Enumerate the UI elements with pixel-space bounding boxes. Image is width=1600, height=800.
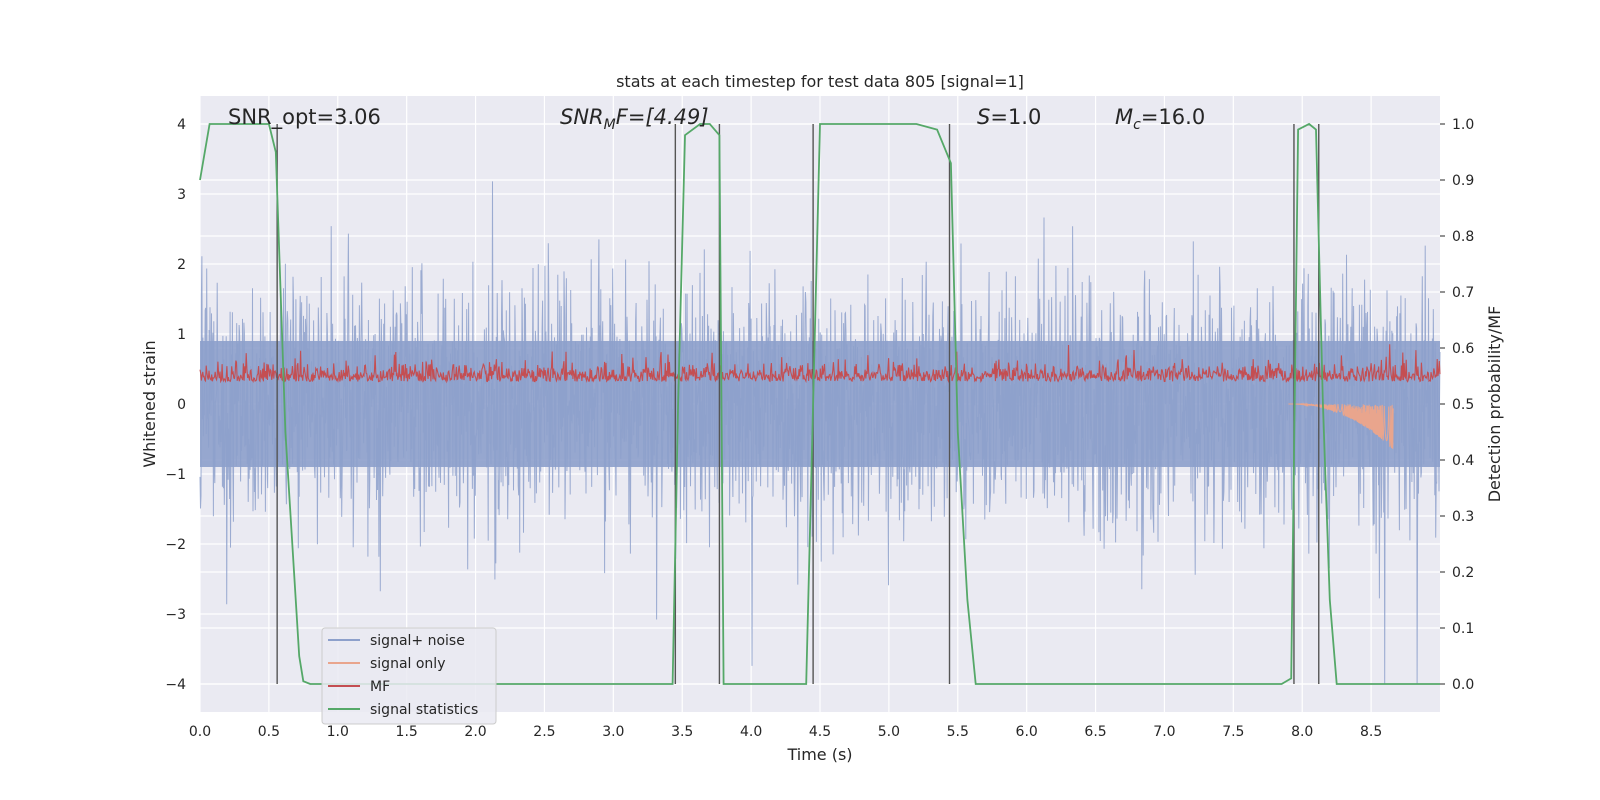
x-tick-label: 7.5 (1222, 724, 1244, 740)
y-tick-label-right: 0.5 (1452, 397, 1474, 413)
signal-only-series (1288, 402, 1394, 449)
y-tick-label-right: 0.4 (1452, 453, 1474, 469)
y-ticks-left: 4 3 2 1 0 −1 −2 −3 −4 (165, 117, 186, 693)
y-tick-label-right: 0.1 (1452, 621, 1474, 637)
x-tick-label: 5.0 (878, 724, 900, 740)
legend-label-signal: signal only (370, 656, 445, 672)
x-tick-label: 1.0 (327, 724, 349, 740)
x-axis-label: Time (s) (786, 745, 852, 764)
x-tick-label: 0.0 (189, 724, 211, 740)
x-tick-label: 6.0 (1016, 724, 1038, 740)
x-tick-label: 6.5 (1084, 724, 1106, 740)
x-tick-label: 2.0 (464, 724, 486, 740)
y-tick-label-right: 0.6 (1452, 341, 1474, 357)
y-tick-label-right: 0.7 (1452, 285, 1474, 301)
mc-annotation: Mc=16.0 (1115, 105, 1205, 133)
y-tick-label: −3 (165, 607, 186, 623)
snr-mf-annotation: SNRMF=[4.49] (560, 105, 709, 133)
y-tick-label: −2 (165, 537, 186, 553)
y-tick-label: 1 (177, 327, 186, 343)
y-ticks-right: 1.0 0.9 0.8 0.7 0.6 0.5 0.4 0.3 0.2 0.1 0.0 (1440, 117, 1474, 693)
noise-band (200, 341, 1440, 467)
y-tick-label: 0 (177, 397, 186, 413)
y-tick-label-right: 1.0 (1452, 117, 1474, 133)
legend-label-mf: MF (370, 679, 390, 695)
y-tick-label: 3 (177, 187, 186, 203)
x-tick-label: 7.0 (1153, 724, 1175, 740)
y-tick-label-right: 0.2 (1452, 565, 1474, 581)
y-tick-label-right: 0.9 (1452, 173, 1474, 189)
signal-only-line (1288, 402, 1394, 449)
mf-line (199, 344, 1441, 384)
x-tick-label: 5.5 (947, 724, 969, 740)
x-tick-label: 3.0 (602, 724, 624, 740)
x-tick-label: 4.5 (809, 724, 831, 740)
y-axis-label: Whitened strain (140, 340, 159, 467)
x-tick-label: 2.5 (533, 724, 555, 740)
s-annotation: S=1.0 (977, 105, 1041, 129)
y-tick-label-right: 0.0 (1452, 677, 1474, 693)
signal-statistics-line (199, 122, 1440, 685)
chart-title: stats at each timestep for test data 805… (616, 72, 1024, 91)
x-tick-label: 1.5 (396, 724, 418, 740)
x-tick-label: 8.5 (1360, 724, 1382, 740)
signal-noise-series (199, 181, 1441, 685)
mf-series (199, 344, 1441, 384)
y-tick-label: −4 (165, 677, 186, 693)
legend-label-stats: signal statistics (370, 702, 478, 718)
snr-opt-annotation: SNR_opt=3.06 (228, 105, 381, 130)
x-tick-label: 3.5 (671, 724, 693, 740)
x-ticks: 0.0 0.5 1.0 1.5 2.0 2.5 3.0 3.5 4.0 4.5 5.0 5.5 6.0 6… (189, 724, 1382, 740)
legend-label-noise: signal+ noise (370, 633, 465, 649)
y-axis-label-right: Detection probability/MF (1485, 306, 1504, 503)
legend: signal+ noise signal only MF signal stat… (321, 627, 497, 725)
y-tick-label: −1 (165, 467, 186, 483)
x-tick-label: 0.5 (258, 724, 280, 740)
x-tick-label: 4.0 (740, 724, 762, 740)
y-tick-label: 4 (177, 117, 186, 133)
y-tick-label: 2 (177, 257, 186, 273)
signal-statistics-series (199, 122, 1440, 685)
x-tick-label: 8.0 (1291, 724, 1313, 740)
legend-box (321, 627, 497, 725)
y-tick-label-right: 0.3 (1452, 509, 1474, 525)
y-tick-label-right: 0.8 (1452, 229, 1474, 245)
